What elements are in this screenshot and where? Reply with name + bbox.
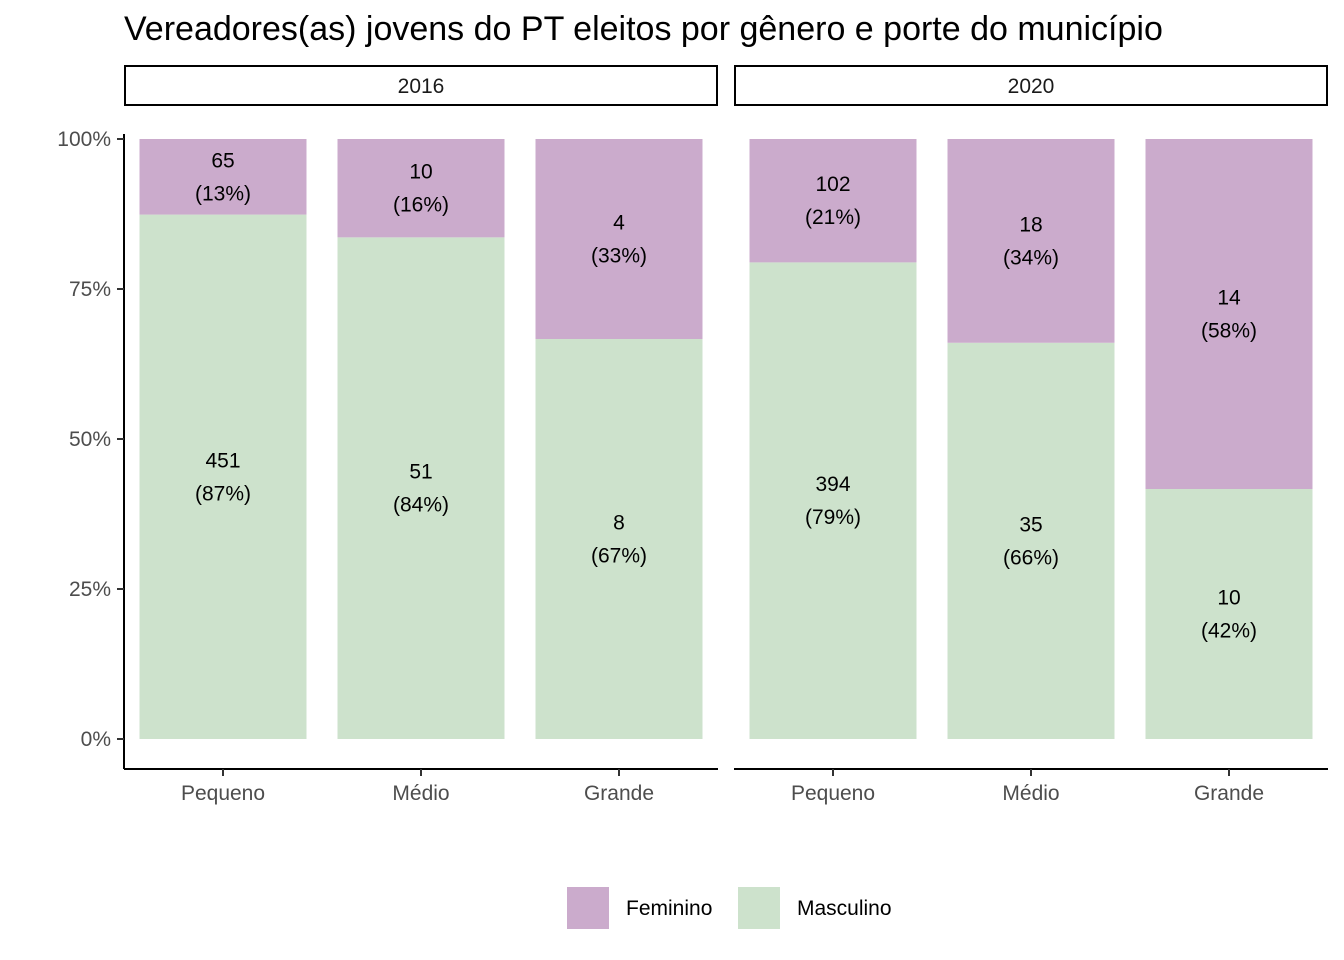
data-label-feminino-pct: (58%) bbox=[1201, 320, 1257, 343]
x-tick-label: Médio bbox=[1002, 782, 1059, 805]
data-label-feminino-count: 18 bbox=[1019, 213, 1042, 236]
y-tick-label: 50% bbox=[69, 428, 111, 451]
data-label-masculino-count: 10 bbox=[1217, 587, 1240, 610]
data-label-masculino-count: 451 bbox=[205, 449, 240, 472]
data-label-masculino-pct: (67%) bbox=[591, 545, 647, 568]
bar-feminino bbox=[750, 139, 917, 262]
bar-feminino bbox=[1146, 139, 1313, 489]
data-label-feminino-count: 65 bbox=[211, 149, 234, 172]
data-label-masculino-pct: (79%) bbox=[805, 506, 861, 529]
facet-strip-label: 2016 bbox=[398, 75, 445, 98]
x-tick-label: Pequeno bbox=[791, 782, 875, 805]
legend-key-masculino bbox=[738, 887, 780, 929]
data-label-masculino-pct: (87%) bbox=[195, 482, 251, 505]
chart-title: Vereadores(as) jovens do PT eleitos por … bbox=[124, 10, 1163, 48]
bar-feminino bbox=[948, 139, 1115, 343]
legend-label-feminino: Feminino bbox=[626, 897, 712, 920]
bar-masculino bbox=[140, 215, 307, 739]
data-label-masculino-pct: (42%) bbox=[1201, 620, 1257, 643]
data-label-feminino-count: 4 bbox=[613, 212, 625, 235]
bar-masculino bbox=[948, 343, 1115, 739]
legend-label-masculino: Masculino bbox=[797, 897, 892, 920]
data-label-masculino-count: 35 bbox=[1019, 513, 1042, 536]
facet-strip-label: 2020 bbox=[1008, 75, 1055, 98]
bar-feminino bbox=[536, 139, 703, 339]
x-tick-label: Médio bbox=[392, 782, 449, 805]
data-label-masculino-count: 51 bbox=[409, 461, 432, 484]
x-tick-label: Grande bbox=[584, 782, 654, 805]
legend-key-feminino bbox=[567, 887, 609, 929]
data-label-masculino-pct: (66%) bbox=[1003, 546, 1059, 569]
legend: Feminino Masculino bbox=[567, 887, 892, 929]
data-label-feminino-pct: (33%) bbox=[591, 245, 647, 268]
bar-masculino bbox=[750, 262, 917, 739]
bar-masculino bbox=[536, 339, 703, 739]
data-label-feminino-pct: (21%) bbox=[805, 206, 861, 229]
data-label-masculino-count: 8 bbox=[613, 512, 625, 535]
y-tick-label: 0% bbox=[81, 728, 111, 751]
data-label-masculino-pct: (84%) bbox=[393, 494, 449, 517]
plot-area: 0%25%50%75%100%201665(13%)451(87%)Pequen… bbox=[57, 66, 1328, 805]
y-tick-label: 100% bbox=[57, 128, 111, 151]
data-label-feminino-pct: (13%) bbox=[195, 182, 251, 205]
data-label-masculino-count: 394 bbox=[815, 473, 850, 496]
data-label-feminino-count: 102 bbox=[815, 173, 850, 196]
data-label-feminino-pct: (16%) bbox=[393, 194, 449, 217]
x-tick-label: Pequeno bbox=[181, 782, 265, 805]
x-tick-label: Grande bbox=[1194, 782, 1264, 805]
bar-masculino bbox=[1146, 489, 1313, 739]
bar-feminino bbox=[338, 139, 505, 237]
data-label-feminino-count: 14 bbox=[1217, 287, 1241, 310]
data-label-feminino-count: 10 bbox=[409, 161, 432, 184]
y-tick-label: 75% bbox=[69, 278, 111, 301]
data-label-feminino-pct: (34%) bbox=[1003, 246, 1059, 269]
y-tick-label: 25% bbox=[69, 578, 111, 601]
bar-masculino bbox=[338, 237, 505, 739]
